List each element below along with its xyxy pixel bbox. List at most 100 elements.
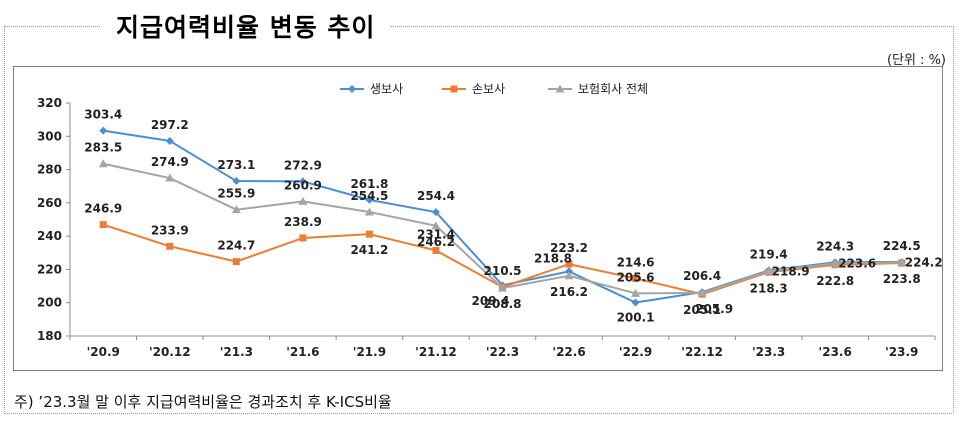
data-label: 233.9 xyxy=(151,223,189,237)
data-label: 241.2 xyxy=(350,243,388,257)
legend-label: 생보사 xyxy=(370,82,403,96)
data-label: 223.6 xyxy=(838,256,876,270)
data-label: 224.7 xyxy=(217,239,255,253)
y-tick-label: 240 xyxy=(37,229,62,243)
x-tick-label: '21.6 xyxy=(286,345,319,359)
data-label: 297.2 xyxy=(151,118,189,132)
data-label: 208.8 xyxy=(484,297,522,311)
data-point xyxy=(631,298,640,307)
data-label: 205.6 xyxy=(617,270,655,284)
data-point xyxy=(98,159,108,168)
data-label: 219.4 xyxy=(750,247,788,261)
data-point xyxy=(631,288,641,297)
data-label: 283.5 xyxy=(84,141,122,155)
unit-label: (단위 : %) xyxy=(886,53,946,68)
data-point xyxy=(365,195,374,204)
x-tick-label: '21.3 xyxy=(220,345,253,359)
x-tick-label: '23.3 xyxy=(752,345,785,359)
data-point xyxy=(232,177,241,186)
x-tick-label: '23.6 xyxy=(819,345,852,359)
y-tick-label: 320 xyxy=(37,96,62,110)
x-tick-label: '22.6 xyxy=(552,345,585,359)
data-point xyxy=(564,271,574,280)
data-point xyxy=(764,266,774,275)
data-point xyxy=(450,85,458,93)
data-label: 273.1 xyxy=(217,158,255,172)
data-point xyxy=(632,274,640,282)
y-tick-label: 260 xyxy=(37,196,62,210)
x-tick-label: '22.3 xyxy=(486,345,519,359)
data-label: 254.4 xyxy=(417,189,455,203)
x-tick-label: '20.12 xyxy=(149,345,191,359)
x-tick-label: '21.9 xyxy=(353,345,386,359)
data-point xyxy=(165,173,175,182)
data-label: 224.5 xyxy=(883,239,921,253)
data-label: 260.9 xyxy=(284,178,322,192)
data-label: 224.3 xyxy=(816,239,854,253)
data-label: 223.8 xyxy=(883,272,921,286)
data-label: 222.8 xyxy=(816,274,854,288)
data-point xyxy=(432,246,440,254)
data-label: 224.2 xyxy=(905,255,943,269)
data-point xyxy=(555,84,565,93)
data-point xyxy=(830,258,840,267)
chart-frame xyxy=(4,26,954,414)
data-label: 205.9 xyxy=(695,302,733,316)
data-point xyxy=(298,177,307,186)
data-point xyxy=(232,258,240,266)
legend-label: 손보사 xyxy=(472,82,505,96)
page-title: 지급여력비율 변동 추이 xyxy=(100,8,392,44)
plot-box xyxy=(13,66,943,371)
data-label: 218.9 xyxy=(772,264,810,278)
data-point xyxy=(299,234,307,242)
data-label: 214.6 xyxy=(617,255,655,269)
data-point xyxy=(99,126,108,135)
data-label: 218.3 xyxy=(750,281,788,295)
data-label: 254.5 xyxy=(350,189,388,203)
data-label: 238.9 xyxy=(284,215,322,229)
data-label: 210.5 xyxy=(484,264,522,278)
data-label: 255.9 xyxy=(217,187,255,201)
legend-label: 보험회사 전체 xyxy=(578,82,648,96)
data-point xyxy=(165,136,174,145)
data-label: 246.9 xyxy=(84,202,122,216)
x-tick-label: '23.9 xyxy=(885,345,918,359)
data-label: 216.2 xyxy=(550,285,588,299)
x-tick-label: '22.12 xyxy=(681,345,723,359)
x-tick-label: '21.12 xyxy=(415,345,457,359)
data-point xyxy=(364,207,374,216)
data-label: 274.9 xyxy=(151,155,189,169)
data-label: 246.2 xyxy=(417,235,455,249)
data-point xyxy=(231,205,241,214)
data-point xyxy=(697,288,707,297)
data-point xyxy=(897,257,907,266)
data-point xyxy=(298,196,308,205)
data-label: 200.1 xyxy=(617,311,655,325)
data-point xyxy=(99,221,107,229)
data-point xyxy=(348,85,356,93)
data-point xyxy=(431,221,441,230)
data-point xyxy=(166,242,174,250)
data-label: 261.8 xyxy=(350,177,388,191)
data-label: 223.2 xyxy=(550,241,588,255)
y-tick-label: 180 xyxy=(37,329,62,343)
data-point xyxy=(565,260,573,268)
data-label: 218.8 xyxy=(534,251,572,265)
x-tick-label: '20.9 xyxy=(87,345,120,359)
y-tick-label: 280 xyxy=(37,163,62,177)
data-label: 209.4 xyxy=(472,294,510,308)
x-tick-label: '22.9 xyxy=(619,345,652,359)
footnote: 주) ’23.3월 말 이후 지급여력비율은 경과조치 후 K-ICS비율 xyxy=(14,393,392,411)
data-label: 272.9 xyxy=(284,158,322,172)
data-label: 206.4 xyxy=(683,269,721,283)
data-label: 231.4 xyxy=(417,227,455,241)
y-tick-label: 300 xyxy=(37,129,62,143)
y-tick-label: 200 xyxy=(37,296,62,310)
data-point xyxy=(431,208,440,217)
data-point xyxy=(498,283,507,292)
data-label: 205.1 xyxy=(683,303,721,317)
data-point xyxy=(365,230,373,238)
y-tick-label: 220 xyxy=(37,262,62,276)
data-label: 303.4 xyxy=(84,108,122,122)
